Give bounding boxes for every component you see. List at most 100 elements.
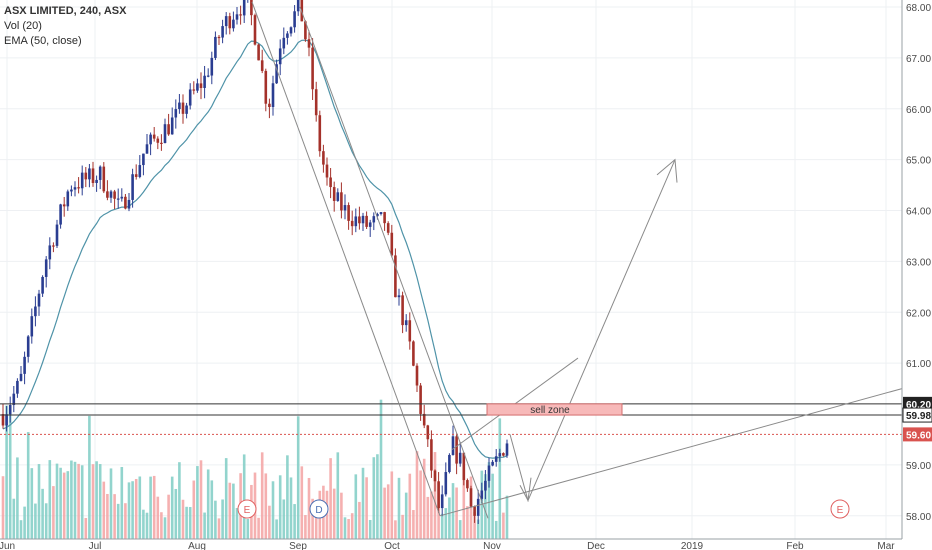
candle-body	[455, 436, 458, 464]
volume-bar	[156, 496, 160, 539]
volume-bar	[412, 510, 415, 539]
candle-body	[408, 320, 412, 342]
candle-body	[192, 89, 196, 91]
volume-bar	[88, 415, 91, 539]
candle-body	[113, 191, 116, 199]
candle-body	[368, 222, 372, 227]
candle-body	[224, 16, 228, 27]
candle-body	[26, 336, 30, 357]
candle-body	[336, 192, 340, 201]
volume-bar	[142, 509, 145, 539]
candle-body	[206, 75, 210, 77]
event-marker-2	[830, 499, 850, 519]
candle-body	[149, 134, 152, 145]
volume-bar	[358, 501, 361, 539]
volume-bar	[361, 467, 365, 539]
volume-bar	[293, 504, 296, 539]
volume-bar	[109, 468, 113, 539]
candle-body	[318, 115, 322, 152]
candle-body	[458, 452, 462, 464]
candle-body	[196, 83, 199, 91]
volume-indicator-label[interactable]: Vol (20)	[4, 20, 42, 32]
candle-body	[12, 393, 16, 406]
arrow-head-down	[519, 477, 532, 503]
event-marker-0	[237, 499, 257, 519]
volume-bar	[494, 520, 498, 539]
volume-bar	[433, 452, 437, 539]
candle-body	[466, 480, 469, 489]
volume-bar	[451, 483, 455, 539]
volume-bar	[73, 461, 77, 539]
volume-bar	[1, 476, 5, 539]
volume-bar	[325, 490, 329, 539]
volume-bar	[379, 399, 383, 539]
volume-bar	[167, 494, 170, 539]
ema-indicator-label[interactable]: EMA (50, close)	[4, 35, 82, 47]
candle-body	[332, 187, 336, 201]
y-tick-label: 68.00	[906, 3, 931, 14]
candle-body	[257, 44, 260, 61]
candle-body	[167, 124, 170, 135]
candle-body	[91, 168, 95, 183]
volume-bar	[203, 512, 206, 539]
candle-body	[242, 0, 246, 16]
volume-bar	[296, 416, 300, 539]
candle-body	[41, 276, 44, 294]
volume-bar	[224, 458, 228, 539]
price-tag-box-1	[902, 407, 932, 423]
y-tick-label: 61.00	[906, 359, 931, 370]
y-tick-label: 66.00	[906, 105, 931, 116]
candle-body	[142, 153, 145, 166]
volume-bar	[332, 488, 336, 539]
x-tick-label: Oct	[384, 541, 400, 550]
volume-bar	[163, 517, 167, 539]
candle-body	[415, 365, 419, 386]
y-tick-label: 67.00	[906, 54, 931, 65]
candle-body	[102, 166, 106, 192]
candle-body	[430, 439, 433, 471]
volume-bar	[300, 466, 304, 539]
channel-line-upper	[299, 6, 489, 519]
y-tick-label: 62.00	[906, 308, 931, 319]
volume-bar	[188, 507, 192, 539]
candle-body	[214, 36, 217, 58]
volume-bar	[77, 463, 80, 539]
candle-body	[109, 191, 113, 198]
candle-body	[448, 454, 451, 473]
volume-bar	[473, 511, 476, 539]
volume-bar	[178, 462, 181, 539]
volume-bar	[487, 462, 491, 539]
candle-body	[1, 414, 5, 426]
candle-body	[221, 26, 224, 38]
volume-bar	[91, 464, 95, 539]
candle-body	[484, 480, 487, 491]
volume-bar	[260, 452, 264, 539]
price-tag-label-2: 59.60	[906, 430, 931, 441]
candle-body	[271, 83, 275, 108]
candle-body	[188, 89, 192, 106]
symbol-title[interactable]: ASX LIMITED, 240, ASX	[4, 5, 127, 17]
candle-body	[23, 356, 26, 374]
volume-bar	[30, 468, 34, 539]
volume-bar	[106, 493, 109, 539]
x-tick-label: 2019	[681, 541, 704, 550]
candle-body	[163, 124, 167, 144]
candle-body	[88, 168, 91, 180]
volume-bar	[41, 488, 44, 539]
candle-body	[426, 425, 430, 440]
volume-bar	[52, 486, 55, 539]
candle-body	[354, 216, 358, 227]
sell-zone-box	[486, 403, 623, 416]
volume-bar	[235, 508, 239, 539]
candle-body	[120, 196, 124, 199]
volume-bar	[329, 458, 332, 539]
volume-bar	[8, 408, 12, 539]
candle-body	[404, 320, 408, 326]
volume-bar	[116, 503, 120, 539]
volume-bar	[210, 480, 214, 539]
candle-body	[62, 204, 66, 207]
volume-bar	[430, 491, 433, 539]
